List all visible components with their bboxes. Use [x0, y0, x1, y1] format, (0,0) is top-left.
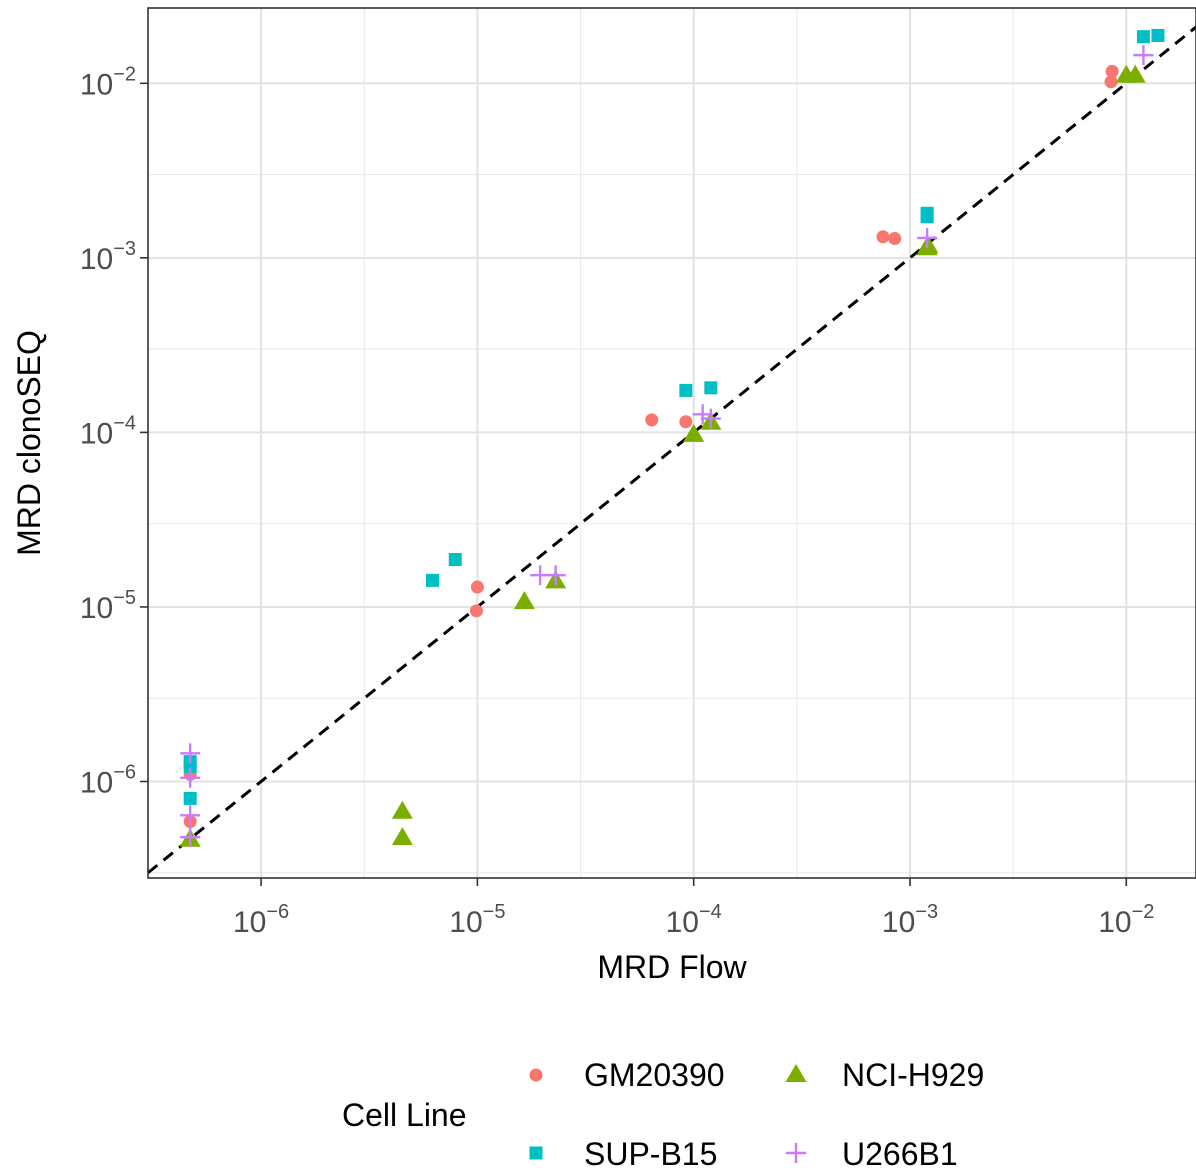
point-u266b1: [692, 404, 713, 425]
point-gm20390: [470, 580, 484, 594]
point-gm20390: [645, 413, 659, 427]
legend-key-sup-b15: [529, 1146, 543, 1160]
point-u266b1: [545, 565, 566, 586]
point-u266b1: [700, 408, 721, 429]
y-tick-label: 10−3: [80, 238, 136, 276]
x-axis-ticks: 10−6 10−5 10−4 10−3 10−2: [233, 878, 1154, 939]
x-axis-title: MRD Flow: [597, 949, 747, 985]
panel-border: [147, 7, 1196, 879]
legend: Cell Line GM20390 NCI-H929 SUP-B15 U266B…: [342, 1057, 984, 1170]
point-u266b1: [180, 805, 201, 826]
point-gm20390: [679, 415, 693, 429]
legend-item-sup-b15: SUP-B15: [529, 1136, 717, 1170]
point-nci-h929: [513, 591, 535, 610]
minor-gridlines: [148, 8, 1196, 878]
point-gm20390: [876, 230, 890, 244]
data-points: [179, 28, 1165, 848]
major-gridlines: [148, 8, 1196, 878]
legend-key-gm20390: [529, 1068, 543, 1082]
y-tick-label: 10−5: [80, 587, 136, 625]
point-gm20390: [888, 232, 902, 246]
legend-item-gm20390: GM20390: [529, 1057, 725, 1093]
point-u266b1: [917, 227, 938, 248]
x-tick-label: 10−2: [1098, 901, 1154, 939]
point-sup-b15: [183, 791, 197, 805]
legend-label-nci-h929: NCI-H929: [842, 1057, 984, 1093]
point-sup-b15: [425, 573, 439, 587]
point-u266b1: [180, 767, 201, 788]
point-sup-b15: [920, 206, 934, 220]
point-sup-b15: [448, 552, 462, 566]
legend-label-gm20390: GM20390: [584, 1057, 725, 1093]
y-tick-label: 10−4: [80, 412, 136, 450]
point-sup-b15: [183, 759, 197, 773]
point-sup-b15: [1151, 28, 1165, 42]
point-u266b1: [1133, 45, 1154, 66]
point-u266b1: [180, 827, 201, 848]
point-sup-b15: [679, 383, 693, 397]
point-nci-h929: [391, 800, 413, 819]
y-axis-title: MRD clonoSEQ: [11, 330, 47, 556]
point-nci-h929: [1124, 64, 1146, 83]
legend-label-sup-b15: SUP-B15: [584, 1136, 717, 1170]
y-axis-ticks: 10−6 10−5 10−4 10−3 10−2: [80, 63, 148, 800]
reference-line-identity: [147, 25, 1196, 874]
y-tick-label: 10−6: [80, 762, 136, 800]
point-nci-h929: [683, 423, 705, 442]
point-gm20390: [469, 604, 483, 618]
x-tick-label: 10−4: [666, 901, 722, 939]
x-tick-label: 10−3: [882, 901, 938, 939]
reference-line-group: [147, 25, 1196, 874]
y-tick-label: 10−2: [80, 63, 136, 101]
legend-key-u266b1: [786, 1143, 806, 1163]
point-sup-b15: [1136, 30, 1150, 44]
point-gm20390: [1105, 64, 1119, 78]
legend-key-nci-h929: [785, 1064, 807, 1082]
x-tick-label: 10−6: [233, 901, 289, 939]
point-gm20390: [1104, 75, 1118, 89]
point-sup-b15: [704, 381, 718, 395]
legend-title: Cell Line: [342, 1097, 467, 1133]
legend-label-u266b1: U266B1: [842, 1136, 958, 1170]
x-tick-label: 10−5: [449, 901, 505, 939]
legend-item-nci-h929: NCI-H929: [785, 1057, 984, 1093]
legend-item-u266b1: U266B1: [786, 1136, 958, 1170]
point-nci-h929: [391, 827, 413, 846]
point-u266b1: [180, 743, 201, 764]
